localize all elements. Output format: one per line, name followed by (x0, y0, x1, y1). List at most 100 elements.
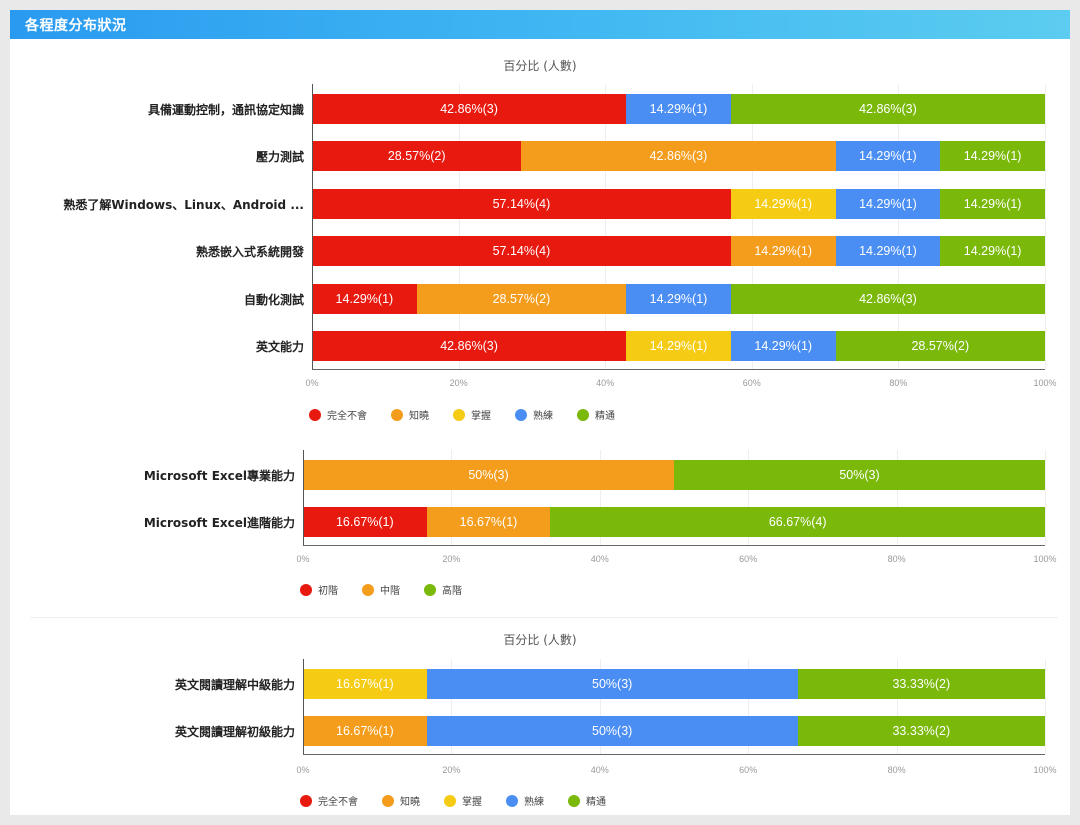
x-tick-label: 100% (1033, 765, 1057, 775)
x-tick-label: 0% (296, 554, 310, 564)
bar-segment-知曉[interactable]: 42.86%(3) (521, 141, 836, 172)
bar-segment-完全不會[interactable]: 57.14%(4) (312, 188, 731, 219)
gridline (896, 659, 898, 754)
legend-item-中階[interactable]: 中階 (362, 582, 400, 597)
gridline (748, 659, 750, 754)
bar-segment-熟練[interactable]: 14.29%(1) (835, 141, 941, 172)
bar-segment-熟練[interactable]: 14.29%(1) (626, 94, 731, 124)
legend-label: 知曉 (400, 797, 420, 808)
x-tick-label: 40% (596, 378, 615, 388)
x-tick-label: 80% (887, 765, 906, 775)
gridline (451, 450, 453, 545)
bar-segment-中階[interactable]: 16.67%(1) (426, 507, 551, 537)
chart1-title: 百分比 (人數) (503, 59, 577, 73)
gridline (896, 450, 898, 545)
bar-segment-掌握[interactable]: 14.29%(1) (730, 188, 836, 219)
bar-segment-精通[interactable]: 14.29%(1) (940, 236, 1046, 267)
bar-segment-精通[interactable]: 42.86%(3) (730, 94, 1046, 124)
legend-item-完全不會[interactable]: 完全不會 (300, 793, 358, 808)
bar-row: 42.86%(3) 14.29%(1) 42.86%(3) (312, 94, 1046, 124)
legend-label: 精通 (595, 411, 615, 422)
legend-item-掌握[interactable]: 掌握 (444, 793, 482, 808)
chart-legend: 初階 中階 高階 (300, 582, 486, 597)
bar-row: 28.57%(2) 42.86%(3) 14.29%(1) 14.29%(1) (312, 141, 1045, 172)
bar-segment-中階[interactable]: 50%(3) (303, 460, 674, 490)
legend-item-熟練[interactable]: 熟練 (515, 407, 553, 422)
bar-segment-掌握[interactable]: 14.29%(1) (626, 331, 731, 361)
plot-area: 16.67%(1) 50%(3) 33.33%(2) 16.67%(1) 50%(3) 3… (303, 659, 1046, 755)
bar-segment-高階[interactable]: 50%(3) (674, 460, 1045, 490)
bar-segment-熟練[interactable]: 50%(3) (426, 716, 798, 746)
bar-segment-精通[interactable]: 33.33%(2) (797, 669, 1045, 699)
category-label: 英文閱讀理解中級能力 (174, 678, 295, 692)
bar-segment-掌握[interactable]: 16.67%(1) (303, 669, 427, 699)
legend-dot-icon (577, 408, 589, 421)
bar-segment-知曉[interactable]: 16.67%(1) (303, 716, 427, 746)
x-tick-label: 100% (1033, 378, 1057, 388)
bar-segment-精通[interactable]: 33.33%(2) (797, 716, 1045, 746)
x-tick-label: 60% (742, 378, 761, 388)
x-axis-line (303, 545, 1045, 546)
bar-segment-初階[interactable]: 16.67%(1) (303, 507, 427, 537)
chart3-title: 百分比 (人數) (503, 633, 577, 647)
legend-label: 掌握 (471, 411, 491, 422)
bar-segment-完全不會[interactable]: 57.14%(4) (312, 236, 731, 267)
legend-dot-icon (515, 408, 527, 421)
legend-item-掌握[interactable]: 掌握 (453, 407, 491, 422)
legend-dot-icon (453, 408, 465, 421)
legend-item-完全不會[interactable]: 完全不會 (309, 407, 367, 422)
bar-segment-熟練[interactable]: 14.29%(1) (626, 283, 731, 314)
bar-segment-熟練[interactable]: 14.29%(1) (835, 188, 941, 219)
bar-segment-高階[interactable]: 66.67%(4) (550, 507, 1045, 537)
bar-segment-完全不會[interactable]: 42.86%(3) (312, 94, 627, 124)
legend-item-熟練[interactable]: 熟練 (506, 793, 544, 808)
legend-dot-icon (382, 794, 394, 807)
gridline (599, 450, 601, 545)
bar-segment-完全不會[interactable]: 42.86%(3) (312, 331, 627, 361)
legend-item-初階[interactable]: 初階 (300, 582, 338, 597)
bar-segment-熟練[interactable]: 14.29%(1) (835, 236, 941, 267)
legend-dot-icon (568, 794, 580, 807)
bar-segment-熟練[interactable]: 50%(3) (426, 669, 798, 699)
category-label: 壓力測試 (255, 150, 304, 165)
legend-item-精通[interactable]: 精通 (568, 793, 606, 808)
chart-legend: 完全不會 知曉 掌握 熟練 精通 (300, 793, 630, 808)
x-axis-line (303, 754, 1045, 755)
category-label: 英文閱讀理解初級能力 (174, 725, 295, 739)
bar-segment-熟練[interactable]: 14.29%(1) (730, 331, 836, 361)
legend-label: 掌握 (462, 797, 482, 808)
legend-label: 初階 (318, 586, 338, 597)
x-tick-label: 20% (442, 765, 461, 775)
category-label: 自動化測試 (243, 292, 304, 307)
y-axis-line (312, 84, 313, 369)
gridline (748, 450, 750, 545)
bar-segment-完全不會[interactable]: 28.57%(2) (312, 141, 522, 172)
bar-row: 16.67%(1) 50%(3) 33.33%(2) (303, 669, 1045, 699)
legend-label: 中階 (380, 586, 400, 597)
legend-item-精通[interactable]: 精通 (577, 407, 615, 422)
category-label: 英文能力 (255, 340, 304, 354)
bar-segment-精通[interactable]: 14.29%(1) (940, 188, 1046, 219)
bar-row: 42.86%(3) 14.29%(1) 14.29%(1) 28.57%(2) (312, 331, 1045, 361)
bar-segment-精通[interactable]: 42.86%(3) (730, 283, 1045, 314)
bar-row: 14.29%(1) 28.57%(2) 14.29%(1) 42.86%(3) (312, 283, 1045, 314)
bar-row: 57.14%(4) 14.29%(1) 14.29%(1) 14.29%(1) (312, 236, 1046, 267)
legend-label: 熟練 (524, 797, 544, 808)
x-tick-label: 20% (442, 554, 461, 564)
bar-segment-知曉[interactable]: 14.29%(1) (730, 236, 836, 267)
section-title: 各程度分布狀況 (25, 18, 127, 34)
bar-segment-完全不會[interactable]: 14.29%(1) (312, 283, 417, 314)
bar-row: 57.14%(4) 14.29%(1) 14.29%(1) 14.29%(1) (312, 188, 1046, 219)
gridline (1045, 659, 1046, 754)
legend-item-知曉[interactable]: 知曉 (391, 407, 429, 422)
legend-item-高階[interactable]: 高階 (424, 582, 462, 597)
x-tick-label: 40% (590, 554, 609, 564)
bar-segment-知曉[interactable]: 28.57%(2) (416, 283, 627, 314)
legend-item-知曉[interactable]: 知曉 (382, 793, 420, 808)
category-label: 具備運動控制，通訊協定知識 (147, 103, 304, 117)
bar-segment-精通[interactable]: 28.57%(2) (835, 331, 1045, 361)
bar-segment-精通[interactable]: 14.29%(1) (940, 141, 1045, 172)
x-tick-label: 60% (739, 765, 758, 775)
legend-label: 完全不會 (318, 797, 358, 808)
category-label: 熟悉了解Windows、Linux、Android ... (63, 197, 304, 212)
